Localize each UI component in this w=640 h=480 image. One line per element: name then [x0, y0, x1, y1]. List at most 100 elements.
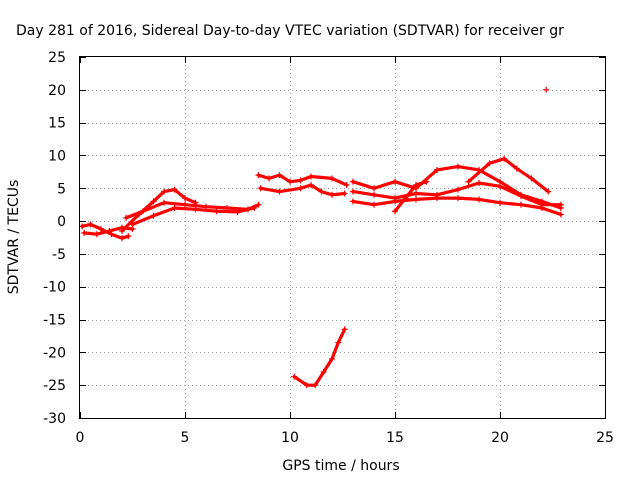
data-point	[329, 355, 335, 362]
data-point	[518, 201, 524, 208]
data-point	[402, 195, 409, 202]
data-point	[371, 201, 377, 208]
series-line	[292, 327, 347, 387]
y-tick-label: -15	[43, 313, 66, 329]
data-point	[182, 195, 188, 202]
data-point	[371, 191, 377, 198]
data-point	[81, 229, 88, 236]
x-tick-label: 10	[281, 430, 299, 446]
data-point	[350, 178, 356, 185]
y-tick-label: -5	[52, 247, 66, 263]
data-point	[392, 178, 398, 185]
data-point	[93, 231, 100, 238]
data-point	[413, 196, 419, 203]
data-point	[108, 231, 115, 238]
x-tick-label: 20	[491, 430, 509, 446]
axis-ticks: 0 5 10 15 20 25 -30 -25 -20 -15 -10 -5 0 5 10 15 20 25	[43, 50, 614, 446]
data-point	[123, 214, 130, 221]
data-point	[539, 204, 545, 211]
series-outlier	[543, 86, 550, 93]
data-point	[335, 339, 342, 346]
data-series	[79, 86, 564, 389]
y-tick-label: -20	[43, 345, 66, 361]
data-point	[119, 227, 125, 234]
data-point	[87, 221, 94, 228]
data-point	[312, 382, 319, 389]
data-point	[150, 198, 157, 205]
series-arc-13	[465, 155, 552, 195]
data-point	[318, 188, 325, 195]
data-point	[251, 204, 258, 211]
data-point	[341, 326, 348, 333]
data-point	[329, 175, 335, 182]
data-point	[486, 160, 493, 167]
data-point	[513, 165, 520, 172]
x-tick-label: 0	[76, 430, 85, 446]
x-axis-label: GPS time / hours	[282, 458, 399, 474]
series-line	[466, 157, 550, 194]
data-point	[528, 175, 535, 182]
y-tick-label: 10	[48, 148, 66, 164]
data-point	[392, 208, 398, 215]
data-point	[371, 185, 377, 192]
data-point	[171, 186, 178, 193]
series-arc-6	[255, 172, 350, 188]
data-point	[545, 188, 552, 195]
data-point	[276, 188, 283, 195]
data-point	[423, 178, 430, 185]
series-arc-5	[129, 204, 258, 228]
y-tick-label: 5	[57, 181, 66, 197]
data-point	[341, 190, 348, 197]
data-point	[171, 204, 178, 211]
data-point	[297, 185, 304, 192]
x-tick-label: 25	[596, 430, 614, 446]
data-point	[98, 225, 104, 232]
y-axis-label: SDTVAR / TECUs	[6, 180, 22, 295]
data-point	[308, 173, 314, 180]
y-tick-label: -10	[43, 280, 66, 296]
data-point	[192, 206, 199, 213]
data-point	[465, 178, 472, 185]
data-point	[413, 190, 419, 197]
data-point	[276, 172, 283, 179]
x-tick-label: 15	[386, 430, 404, 446]
data-point	[213, 208, 220, 215]
data-point	[455, 186, 461, 193]
data-point	[476, 180, 482, 187]
data-point	[255, 201, 262, 208]
data-point	[119, 235, 125, 242]
data-point	[501, 155, 508, 162]
data-point	[557, 201, 564, 208]
y-tick-label: -25	[43, 378, 66, 394]
series-arc-12	[392, 178, 430, 215]
data-point	[543, 86, 550, 93]
data-point	[161, 188, 167, 195]
data-point	[297, 177, 304, 184]
data-point	[350, 198, 356, 205]
data-point	[392, 198, 398, 205]
data-point	[129, 221, 136, 228]
data-point	[343, 181, 350, 188]
data-point	[350, 188, 356, 195]
series-arc-8	[291, 326, 348, 389]
data-point	[182, 201, 188, 208]
data-point	[287, 178, 293, 185]
grid	[80, 57, 605, 418]
series-arc-11	[350, 195, 564, 218]
data-point	[161, 199, 167, 206]
data-point	[329, 191, 335, 198]
data-point	[150, 212, 157, 219]
data-point	[320, 369, 327, 376]
series-line	[393, 180, 429, 213]
data-point	[497, 183, 503, 190]
data-point	[140, 208, 146, 215]
series-arc-7	[257, 181, 348, 198]
data-point	[557, 211, 564, 218]
y-tick-label: 0	[57, 214, 66, 230]
data-point	[125, 233, 132, 240]
data-point	[476, 196, 482, 203]
plot-frame	[79, 56, 606, 419]
data-point	[255, 172, 262, 179]
data-point	[455, 163, 461, 170]
